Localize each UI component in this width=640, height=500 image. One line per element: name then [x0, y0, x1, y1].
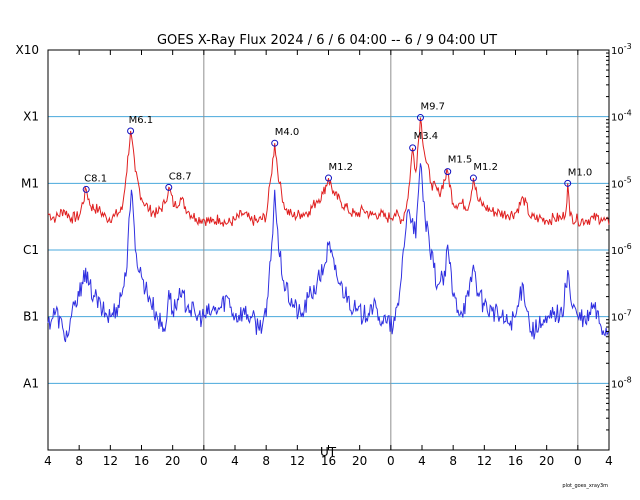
x-tick-label: 12	[477, 454, 492, 468]
flare-marker	[325, 174, 332, 182]
x-tick-label: 4	[418, 454, 426, 468]
right-tick-exponent: -7	[624, 309, 632, 318]
plot-footnote: plot_goes_xray3m	[562, 483, 608, 489]
flare-label: M4.0	[275, 127, 300, 138]
right-tick-base: 10	[611, 46, 624, 57]
flare-label: M1.0	[568, 167, 593, 178]
right-tick-label: 10-7	[611, 309, 632, 324]
x-tick-label: 16	[134, 454, 149, 468]
right-tick-label: 10-3	[611, 42, 632, 57]
right-tick-exponent: -8	[624, 375, 632, 384]
flare-marker	[165, 183, 173, 191]
right-tick-base: 10	[611, 246, 624, 257]
x-tick-label: 20	[165, 454, 180, 468]
flare-marker	[444, 168, 452, 176]
right-tick-base: 10	[611, 179, 624, 190]
flare-marker	[409, 144, 417, 152]
right-tick-exponent: -3	[624, 42, 632, 51]
flare-marker	[469, 174, 477, 182]
chart-title: GOES X-Ray Flux 2024 / 6 / 6 04:00 -- 6 …	[157, 33, 497, 48]
right-tick-exponent: -6	[624, 242, 632, 251]
series-line-short	[47, 163, 610, 343]
flare-markers: C8.1M6.1C8.7M4.0M1.2M3.4M9.7M1.5M1.2 M1.0	[82, 102, 593, 193]
flare-marker	[82, 185, 90, 193]
flare-marker	[416, 114, 424, 122]
x-tick-label: 20	[352, 454, 367, 468]
right-tick-exponent: -5	[624, 175, 632, 184]
flare-label: M1.2	[473, 162, 498, 173]
flare-label: M3.4	[414, 131, 439, 142]
flare-label: M9.7	[420, 102, 445, 113]
right-tick-base: 10	[611, 313, 624, 324]
right-tick-base: 10	[611, 379, 624, 390]
x-tick-label: 20	[539, 454, 554, 468]
x-tick-label: 8	[262, 454, 270, 468]
class-label-b1: B1	[23, 310, 39, 324]
x-tick-label: 0	[574, 454, 582, 468]
flare-label: M6.1	[129, 115, 154, 126]
flare-marker	[127, 127, 135, 135]
x-tick-label: 12	[290, 454, 305, 468]
x-tick-label: 8	[75, 454, 83, 468]
class-label-m1: M1	[21, 176, 39, 190]
x-tick-label: 4	[231, 454, 239, 468]
flare-label: M1.2	[329, 162, 354, 173]
class-label-c1: C1	[23, 243, 39, 257]
flare-marker	[271, 139, 279, 147]
flare-marker	[564, 179, 572, 187]
class-label-x10: X10	[16, 43, 40, 57]
flare-label: M1.5	[448, 155, 473, 166]
right-tick-base: 10	[611, 113, 624, 124]
class-label-x1: X1	[23, 110, 39, 124]
x-tick-label: 16	[321, 454, 336, 468]
grid-layer	[48, 50, 609, 450]
x-axis-label: UT	[320, 445, 337, 459]
x-tick-label: 0	[387, 454, 395, 468]
x-tick-label: 12	[103, 454, 118, 468]
right-tick-label: 10-5	[611, 175, 632, 190]
x-tick-label: 0	[200, 454, 208, 468]
right-tick-label: 10-4	[611, 109, 632, 124]
x-tick-label: 4	[44, 454, 52, 468]
x-tick-label: 4	[605, 454, 613, 468]
x-tick-label: 16	[508, 454, 523, 468]
class-label-a1: A1	[23, 376, 39, 390]
flare-label: C8.1	[84, 173, 107, 184]
right-tick-exponent: -4	[624, 109, 632, 118]
right-tick-label: 10-6	[611, 242, 632, 257]
series-layer	[47, 117, 610, 343]
x-tick-label: 8	[449, 454, 457, 468]
flare-label: C8.7	[169, 171, 192, 182]
right-tick-label: 10-8	[611, 375, 632, 390]
